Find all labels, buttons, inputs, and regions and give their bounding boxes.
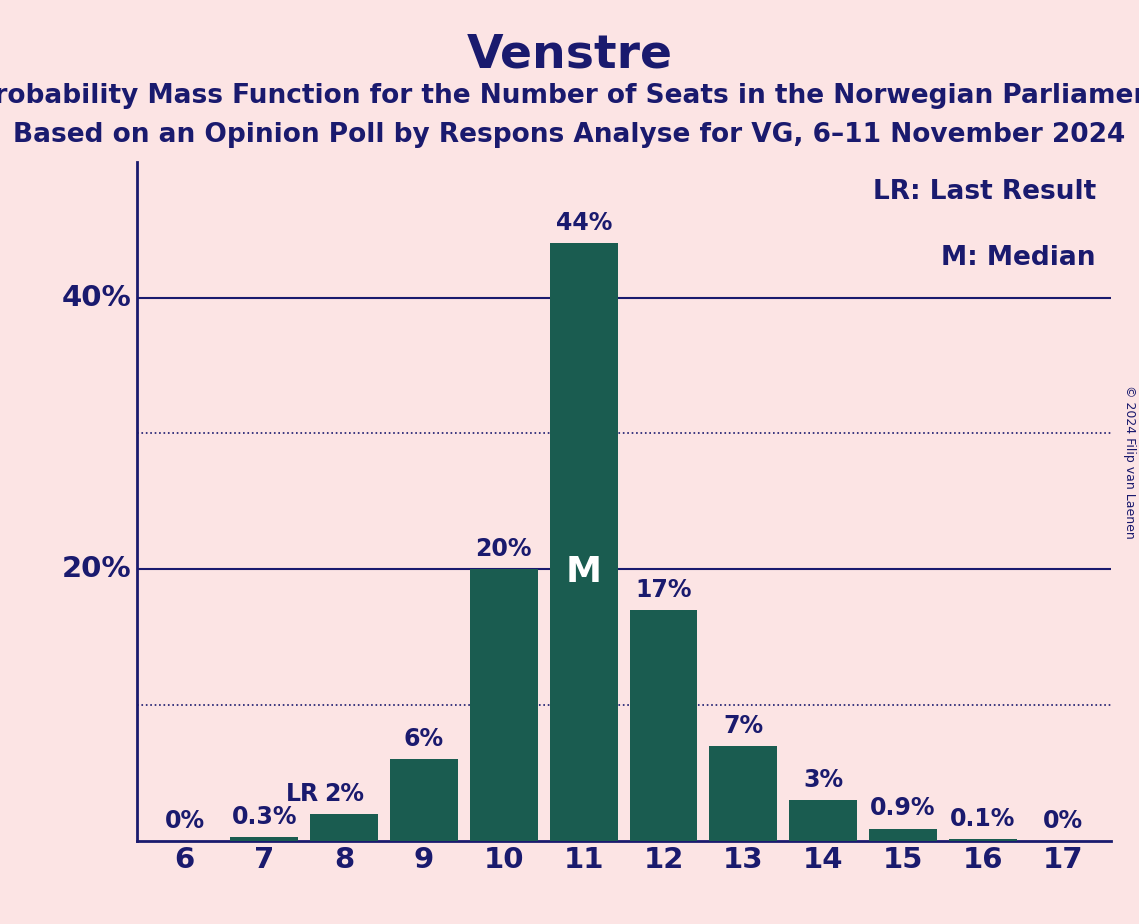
Text: 0.3%: 0.3% bbox=[231, 805, 297, 829]
Text: M: Median: M: Median bbox=[942, 245, 1096, 271]
Bar bbox=[710, 746, 777, 841]
Bar bbox=[869, 829, 937, 841]
Text: © 2024 Filip van Laenen: © 2024 Filip van Laenen bbox=[1123, 385, 1137, 539]
Bar bbox=[470, 569, 538, 841]
Text: Probability Mass Function for the Number of Seats in the Norwegian Parliament: Probability Mass Function for the Number… bbox=[0, 83, 1139, 109]
Text: LR: Last Result: LR: Last Result bbox=[872, 178, 1096, 205]
Text: 17%: 17% bbox=[636, 578, 691, 602]
Bar bbox=[949, 840, 1017, 841]
Text: Based on an Opinion Poll by Respons Analyse for VG, 6–11 November 2024: Based on an Opinion Poll by Respons Anal… bbox=[14, 122, 1125, 148]
Bar bbox=[230, 837, 298, 841]
Text: 20%: 20% bbox=[62, 555, 132, 583]
Bar bbox=[789, 800, 857, 841]
Text: 0%: 0% bbox=[164, 808, 205, 833]
Text: LR: LR bbox=[286, 782, 319, 806]
Text: 2%: 2% bbox=[325, 782, 364, 806]
Bar bbox=[310, 814, 378, 841]
Text: 0.9%: 0.9% bbox=[870, 796, 936, 821]
Text: 20%: 20% bbox=[476, 537, 532, 561]
Text: 40%: 40% bbox=[62, 284, 132, 311]
Bar bbox=[391, 760, 458, 841]
Text: 3%: 3% bbox=[803, 768, 843, 792]
Text: M: M bbox=[566, 555, 601, 589]
Text: 0%: 0% bbox=[1042, 808, 1083, 833]
Bar bbox=[550, 243, 617, 841]
Text: 6%: 6% bbox=[404, 727, 444, 751]
Text: 7%: 7% bbox=[723, 713, 763, 737]
Text: 44%: 44% bbox=[556, 211, 612, 235]
Bar bbox=[630, 610, 697, 841]
Text: 0.1%: 0.1% bbox=[950, 808, 1016, 832]
Text: Venstre: Venstre bbox=[467, 32, 672, 78]
